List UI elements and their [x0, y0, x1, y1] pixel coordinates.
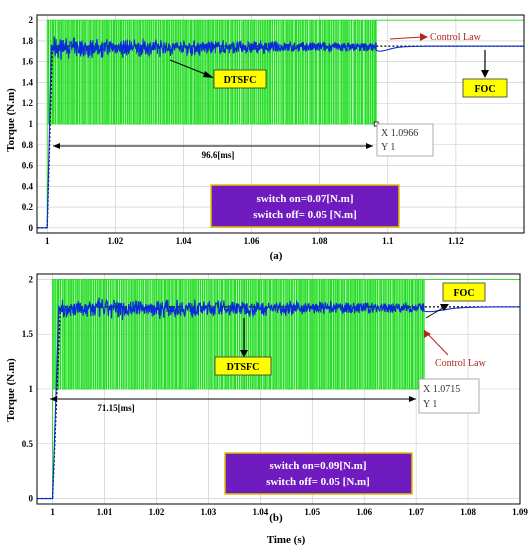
switching-signal — [37, 19, 524, 229]
y-tick-label: 0.4 — [22, 181, 34, 191]
x-tick-label: 1.04 — [252, 507, 268, 517]
x-tick-label: 1.02 — [149, 507, 165, 517]
x-tick-label: 1.07 — [408, 507, 424, 517]
x-tick-label: 1.04 — [176, 236, 192, 246]
x-tick-label: 1 — [50, 507, 55, 517]
y-tick-label: 1 — [29, 384, 34, 394]
y-tick-label: 0.2 — [22, 202, 34, 212]
foc-label-a: FOC — [462, 50, 508, 98]
foc-text-b: FOC — [453, 288, 474, 299]
datatip-y-b: Y 1 — [423, 399, 437, 410]
datatip-x-a: X 1.0966 — [381, 128, 418, 139]
x-tick-label: 1.02 — [107, 236, 123, 246]
x-tick-label: 1.03 — [201, 507, 217, 517]
y-tick-label: 1.6 — [22, 57, 34, 67]
torque-series — [37, 297, 521, 500]
plot-frame-a — [36, 14, 525, 234]
interval-text-b: 71.15[ms] — [97, 403, 134, 413]
caption-b: (b) — [269, 512, 283, 524]
x-tick-label: 1.08 — [312, 236, 328, 246]
datatip-b: X 1.0715 Y 1 — [418, 378, 480, 414]
foc-text-a: FOC — [474, 84, 495, 95]
plot-frame-b — [36, 273, 521, 505]
switch-on-a: switch on=0.07[N.m] — [256, 193, 353, 205]
y-tick-label: 1 — [29, 119, 34, 129]
y-tick-label: 1.5 — [22, 329, 34, 339]
x-tick-label: 1.06 — [244, 236, 260, 246]
caption-a: (a) — [270, 250, 283, 262]
control-law-text-a: Control Law — [430, 32, 482, 43]
x-tick-label: 1.01 — [97, 507, 113, 517]
control-law-a: Control Law — [389, 32, 482, 43]
x-tick-label: 1.08 — [460, 507, 476, 517]
interval-a: 96.6[ms] — [53, 143, 373, 160]
y-tick-label: 0.5 — [22, 439, 34, 449]
switch-off-b: switch off= 0.05 [N.m] — [266, 476, 370, 488]
switch-box-b: switch on=0.09[N.m] switch off= 0.05 [N.… — [224, 452, 413, 495]
y-tick-label: 1.2 — [22, 98, 34, 108]
control-law-text-b: Control Law — [435, 358, 487, 369]
x-tick-label: 1.1 — [382, 236, 394, 246]
x-tick-label: 1.05 — [304, 507, 320, 517]
y-tick-label: 0 — [29, 494, 34, 504]
dtsfc-text-a: DTSFC — [224, 75, 257, 86]
datatip-y-a: Y 1 — [381, 142, 395, 153]
ticks-b: 1 1.01 1.02 1.03 1.04 1.05 1.06 1.07 1.08 1.09 0 0.… — [22, 274, 529, 517]
x-tick-label: 1.06 — [356, 507, 372, 517]
panel-a: 1 1.02 1.04 1.06 1.08 1.1 1.12 0 0.2 0.4 0.6 0.8 1 1.… — [5, 14, 525, 262]
switch-box-a: switch on=0.07[N.m] switch off= 0.05 [N.… — [210, 184, 400, 228]
dtsfc-label-b: DTSFC — [214, 318, 272, 376]
y-tick-label: 0 — [29, 223, 34, 233]
y-tick-label: 0.6 — [22, 161, 34, 171]
y-tick-label: 2 — [29, 15, 34, 25]
y-tick-label: 0.8 — [22, 140, 34, 150]
dtsfc-label-a: DTSFC — [169, 59, 267, 89]
y-tick-label: 1.4 — [22, 77, 34, 87]
torque-series — [37, 36, 524, 229]
dtsfc-text-b: DTSFC — [227, 362, 260, 373]
x-axis-label-b: Time (s) — [267, 534, 306, 546]
interval-text-a: 96.6[ms] — [202, 150, 235, 160]
y-axis-label-a: Torque (N.m) — [5, 88, 17, 152]
switch-off-a: switch off= 0.05 [N.m] — [253, 209, 357, 221]
switching-signal — [37, 279, 520, 499]
ticks-a: 1 1.02 1.04 1.06 1.08 1.1 1.12 0 0.2 0.4 0.6 0.8 1 1.… — [22, 15, 465, 246]
foc-label-b: FOC — [425, 282, 486, 319]
x-tick-label: 1.12 — [448, 236, 464, 246]
y-tick-label: 2 — [29, 274, 34, 284]
datatip-a: X 1.0966 Y 1 — [376, 123, 434, 157]
panel-b: 1 1.01 1.02 1.03 1.04 1.05 1.06 1.07 1.08 1.09 0 0.… — [5, 273, 529, 546]
datatip-x-b: X 1.0715 — [423, 384, 460, 395]
x-tick-label: 1.09 — [512, 507, 528, 517]
series-a — [37, 19, 524, 229]
switch-on-b: switch on=0.09[N.m] — [269, 460, 366, 472]
y-axis-label-b: Torque (N.m) — [5, 358, 17, 422]
y-tick-label: 1.8 — [22, 36, 34, 46]
interval-b: 71.15[ms] — [50, 396, 416, 413]
x-tick-label: 1 — [45, 236, 50, 246]
control-law-b: Control Law — [423, 329, 487, 369]
